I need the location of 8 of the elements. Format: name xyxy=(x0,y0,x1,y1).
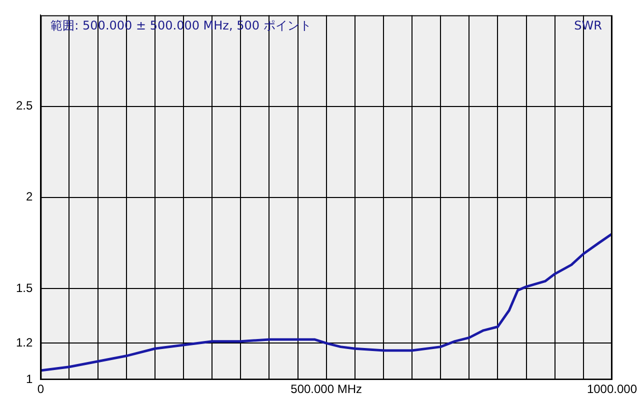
x-tick-label: 1000.000 xyxy=(586,382,638,396)
y-tick-label: 1.2 xyxy=(16,335,33,350)
y-tick-label: 1.5 xyxy=(16,280,33,295)
y-tick-label: 1 xyxy=(26,372,33,386)
y-tick-label: 2 xyxy=(26,190,33,204)
x-tick-label: 0 xyxy=(37,382,44,396)
x-tick-label: 500.000 MHz xyxy=(290,382,362,396)
y-tick-label: 2.5 xyxy=(16,98,33,113)
